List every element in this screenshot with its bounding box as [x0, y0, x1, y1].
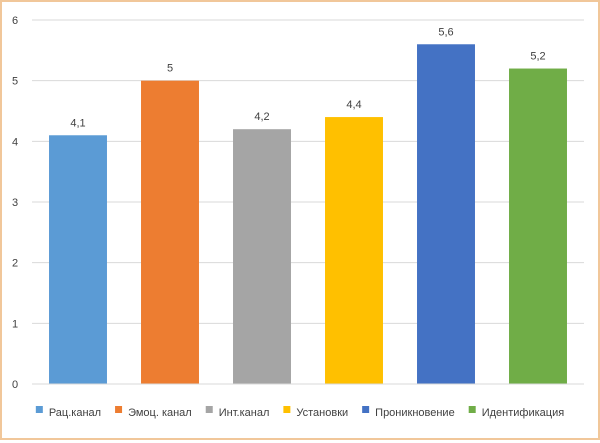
gridlines [32, 19, 584, 324]
legend-swatch [468, 406, 476, 413]
legend-label: Идентификация [482, 407, 565, 419]
legend-swatch [115, 406, 123, 413]
legend-swatch [362, 406, 370, 413]
legend-swatch [283, 406, 291, 413]
data-label: 5,6 [438, 26, 453, 38]
legend-label: Установки [296, 407, 348, 419]
legend-item: Установки [283, 406, 348, 419]
y-tick-label: 0 [12, 379, 18, 391]
data-label: 4,1 [70, 117, 85, 129]
bars [49, 44, 567, 385]
bar-2 [141, 80, 199, 385]
legend-swatch [35, 406, 43, 413]
legend-label: Рац.канал [49, 407, 101, 419]
data-label: 4,2 [254, 111, 269, 123]
y-tick-label: 5 [12, 76, 18, 88]
y-tick-label: 3 [12, 197, 18, 209]
legend: Рац.канал Эмоц. канал Инт.канал Установки Пр… [35, 406, 565, 419]
data-label: 5 [167, 63, 173, 75]
legend-swatch [205, 406, 213, 413]
legend-item: Рац.канал [35, 406, 101, 419]
y-tick-label: 2 [12, 258, 18, 270]
y-tick-label: 4 [12, 136, 18, 148]
bar-4 [325, 117, 383, 385]
legend-item: Идентификация [468, 406, 565, 419]
y-tick-label: 1 [12, 318, 18, 330]
legend-label: Проникновение [375, 407, 455, 419]
bar-6 [509, 68, 567, 385]
legend-item: Инт.канал [205, 406, 270, 419]
bar-5 [417, 44, 475, 385]
legend-label: Инт.канал [219, 407, 270, 419]
legend-label: Эмоц. канал [128, 407, 192, 419]
legend-item: Проникновение [362, 406, 455, 419]
legend-item: Эмоц. канал [115, 406, 192, 419]
bar-3 [233, 129, 291, 384]
data-label: 5,2 [530, 51, 545, 63]
data-label: 4,4 [346, 99, 361, 111]
y-tick-label: 6 [12, 15, 18, 27]
y-axis-tick-labels: 0 1 2 3 4 5 6 [12, 15, 18, 391]
data-labels: 4,1 5 4,2 4,4 5,6 5,2 [70, 26, 545, 129]
bar-1 [49, 135, 107, 384]
bar-chart: 0 1 2 3 4 5 6 4,1 5 4,2 4,4 5,6 5,2 Рац.канал Эмоц. … [12, 15, 584, 419]
